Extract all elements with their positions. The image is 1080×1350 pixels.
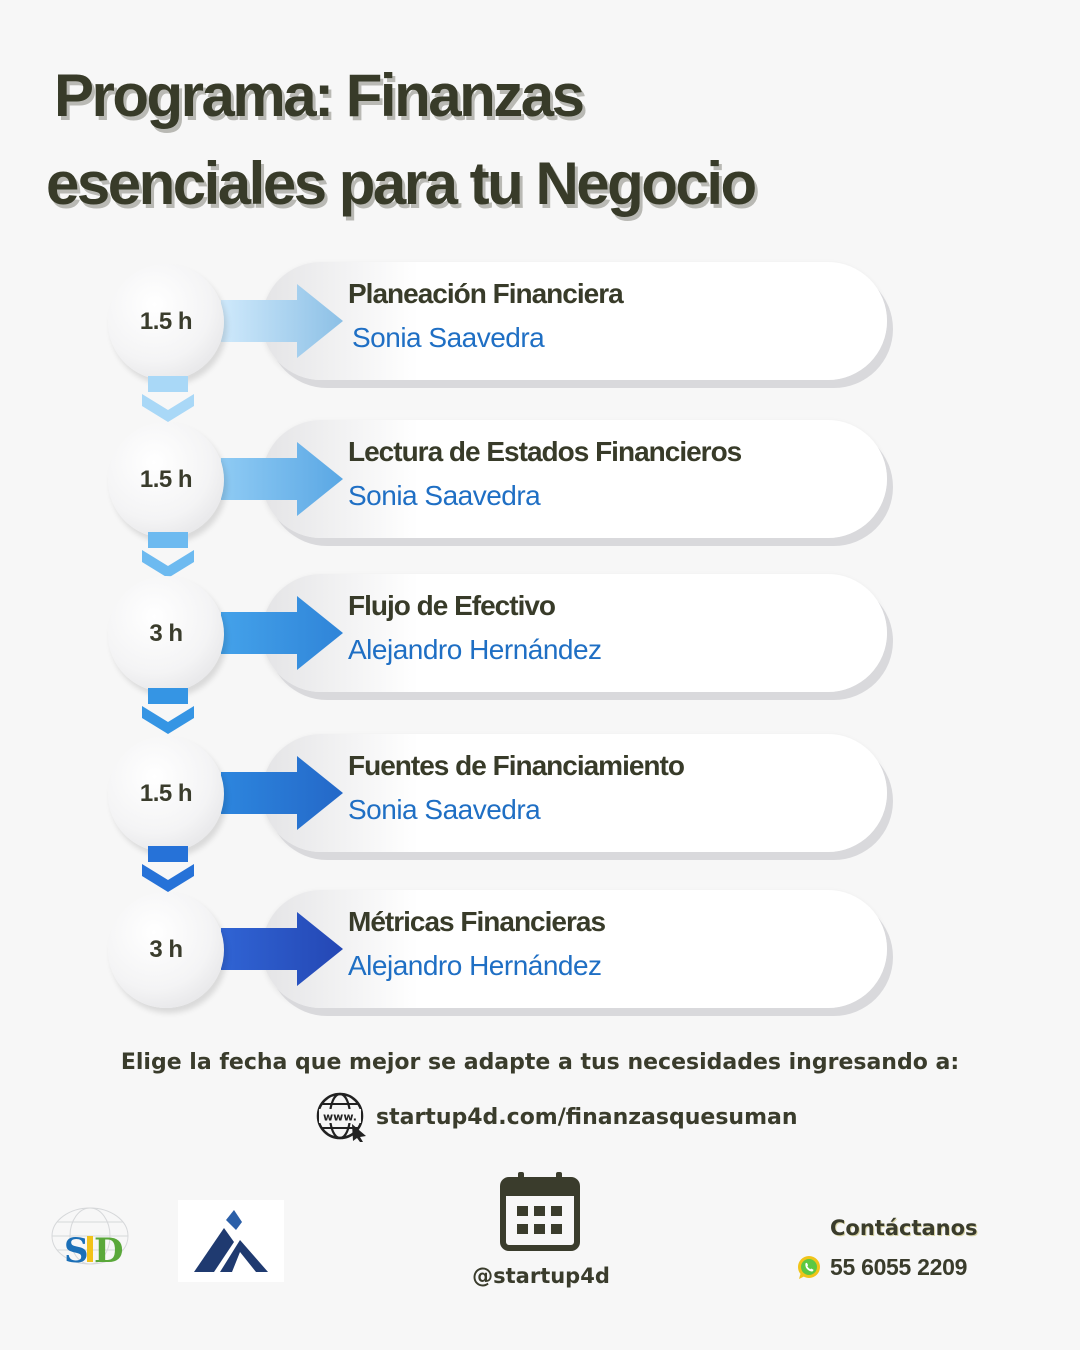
session-card <box>262 420 887 538</box>
page-title: Programa: Finanzas esenciales para tu Ne… <box>46 52 946 228</box>
session-row: 3 h Flujo de Efectivo Alejandro Hernánde… <box>0 574 1080 704</box>
session-instructor: Alejandro Hernández <box>348 950 602 981</box>
duration-badge: 3 h <box>108 892 224 1008</box>
svg-text:www.: www. <box>323 1111 357 1124</box>
session-card <box>262 262 887 380</box>
social-handle-text[interactable]: @startup4d <box>472 1264 610 1288</box>
cta-text: Elige la fecha que mejor se adapte a tus… <box>120 1050 960 1075</box>
session-row: 1.5 h Lectura de Estados Financieros Son… <box>0 420 1080 550</box>
session-card <box>262 574 887 692</box>
globe-www-icon: www. <box>316 1092 366 1142</box>
session-row: 1.5 h Fuentes de Financiamiento Sonia Sa… <box>0 734 1080 864</box>
duration-badge: 1.5 h <box>108 422 224 538</box>
arrow-right-icon <box>221 596 343 670</box>
duration-badge: 3 h <box>108 576 224 692</box>
sid-logo: S D <box>51 1207 129 1271</box>
session-instructor: Alejandro Hernández <box>348 634 602 665</box>
session-instructor: Sonia Saavedra <box>348 794 541 825</box>
title-line-1: Programa: Finanzas <box>54 62 585 129</box>
chevron-down-icon <box>142 532 194 578</box>
session-title: Planeación Financiera <box>348 278 624 309</box>
contact-label: Contáctanos <box>830 1216 978 1240</box>
phone-contact[interactable]: 55 6055 2209 <box>796 1254 967 1281</box>
duration-badge: 1.5 h <box>108 264 224 380</box>
session-row: 3 h Métricas Financieras Alejandro Herná… <box>0 890 1080 1020</box>
session-title: Métricas Financieras <box>348 906 606 937</box>
social-handle[interactable]: @startup4d <box>0 1264 1080 1288</box>
title-line-2: esenciales para tu Negocio <box>46 150 757 217</box>
chevron-down-icon <box>142 376 194 422</box>
arrow-right-icon <box>221 442 343 516</box>
svg-text:D: D <box>94 1231 123 1271</box>
chevron-down-icon <box>142 688 194 734</box>
session-title: Lectura de Estados Financieros <box>348 436 742 467</box>
session-instructor: Sonia Saavedra <box>348 480 541 511</box>
arrow-right-icon <box>221 756 343 830</box>
session-instructor: Sonia Saavedra <box>352 322 545 353</box>
arrow-right-icon <box>221 284 343 358</box>
url-link[interactable]: www. startup4d.com/finanzasquesuman <box>316 1092 798 1142</box>
url-text[interactable]: startup4d.com/finanzasquesuman <box>376 1104 798 1130</box>
session-card <box>262 890 887 1008</box>
session-title: Fuentes de Financiamiento <box>348 750 685 781</box>
session-title: Flujo de Efectivo <box>348 590 556 621</box>
whatsapp-icon <box>798 1255 820 1279</box>
chevron-down-icon <box>142 846 194 892</box>
phone-number[interactable]: 55 6055 2209 <box>830 1254 968 1280</box>
session-card <box>262 734 887 852</box>
am-logo <box>178 1200 284 1282</box>
calendar-icon <box>500 1172 580 1251</box>
duration-badge: 1.5 h <box>108 736 224 852</box>
svg-text:S: S <box>64 1231 89 1271</box>
session-row: 1.5 h Planeación Financiera Sonia Saaved… <box>0 262 1080 392</box>
arrow-right-icon <box>221 912 343 986</box>
